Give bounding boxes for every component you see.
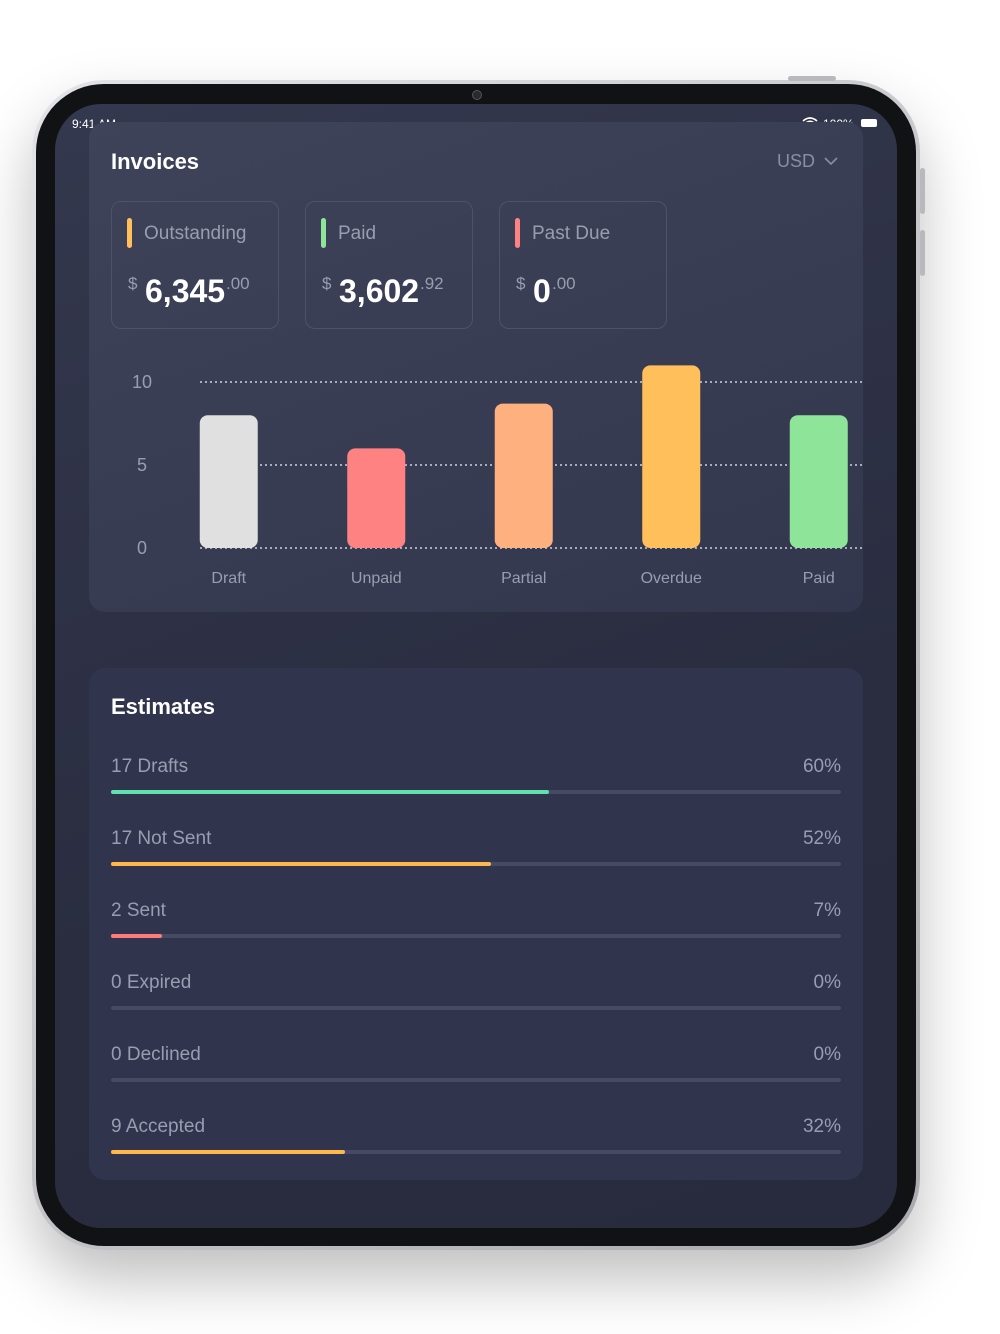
invoices-title: Invoices xyxy=(111,149,200,174)
progress-fill xyxy=(111,790,549,794)
chevron-icon[interactable] xyxy=(824,156,838,166)
card-label: Past Due xyxy=(532,223,611,244)
estimate-percent: 52% xyxy=(802,828,841,849)
x-tick-label: Unpaid xyxy=(351,570,402,587)
y-tick-label: 0 xyxy=(137,538,147,558)
progress-fill xyxy=(111,1150,345,1154)
card-indicator xyxy=(127,218,132,248)
card-label: Outstanding xyxy=(144,223,247,244)
camera xyxy=(472,90,482,100)
summary-card: Past Due $0.00 xyxy=(499,201,667,329)
card-currency: $ xyxy=(128,274,138,293)
x-tick-label: Partial xyxy=(501,570,546,587)
estimates-title: Estimates xyxy=(111,694,215,719)
estimate-label: 17 Not Sent xyxy=(111,828,212,849)
device-button xyxy=(920,230,925,276)
card-currency: $ xyxy=(322,274,332,293)
device-button xyxy=(920,168,925,214)
card-amount: 0 xyxy=(533,273,551,309)
card-cents: .00 xyxy=(552,274,576,293)
estimate-percent: 32% xyxy=(802,1116,841,1137)
x-tick-label: Overdue xyxy=(641,570,702,587)
device-button xyxy=(788,76,836,81)
card-indicator xyxy=(321,218,326,248)
card-label: Paid xyxy=(338,223,377,244)
bar xyxy=(494,403,553,548)
bar xyxy=(347,448,406,548)
estimate-label: 17 Drafts xyxy=(111,756,189,777)
x-tick-label: Paid xyxy=(803,570,835,587)
bar-chart: 0 5 10 Draft Unpaid Partial Overdue Paid xyxy=(132,365,864,587)
bar xyxy=(199,415,258,548)
progress-fill xyxy=(111,862,491,866)
progress-track xyxy=(111,1006,841,1010)
summary-card: Paid $3,602.92 xyxy=(305,201,473,329)
y-tick-label: 5 xyxy=(137,455,147,475)
estimate-percent: 60% xyxy=(802,756,841,777)
battery-icon xyxy=(861,119,877,127)
estimate-label: 0 Declined xyxy=(111,1044,201,1065)
estimate-label: 0 Expired xyxy=(111,972,192,993)
progress-track xyxy=(111,934,841,938)
progress-track xyxy=(111,862,841,866)
estimate-percent: 7% xyxy=(813,900,841,921)
card-currency: $ xyxy=(516,274,526,293)
progress-fill xyxy=(111,934,163,938)
bar xyxy=(642,365,701,548)
estimate-percent: 0% xyxy=(813,1044,841,1065)
estimate-label: 9 Accepted xyxy=(111,1116,206,1137)
summary-card: Outstanding $6,345.00 xyxy=(111,201,279,329)
estimate-label: 2 Sent xyxy=(111,900,166,921)
card-cents: .00 xyxy=(226,274,250,293)
card-cents: .92 xyxy=(420,274,444,293)
y-tick-label: 10 xyxy=(132,372,152,392)
card-amount: 3,602 xyxy=(339,273,420,309)
card-indicator xyxy=(515,218,520,248)
progress-track xyxy=(111,790,841,794)
currency-select[interactable]: USD xyxy=(777,151,816,171)
bar xyxy=(789,415,848,548)
progress-track xyxy=(111,1078,841,1082)
progress-track xyxy=(111,1150,841,1154)
estimate-percent: 0% xyxy=(813,972,841,993)
x-tick-label: Draft xyxy=(211,570,246,587)
estimates-panel xyxy=(89,668,863,1180)
card-amount: 6,345 xyxy=(145,273,226,309)
